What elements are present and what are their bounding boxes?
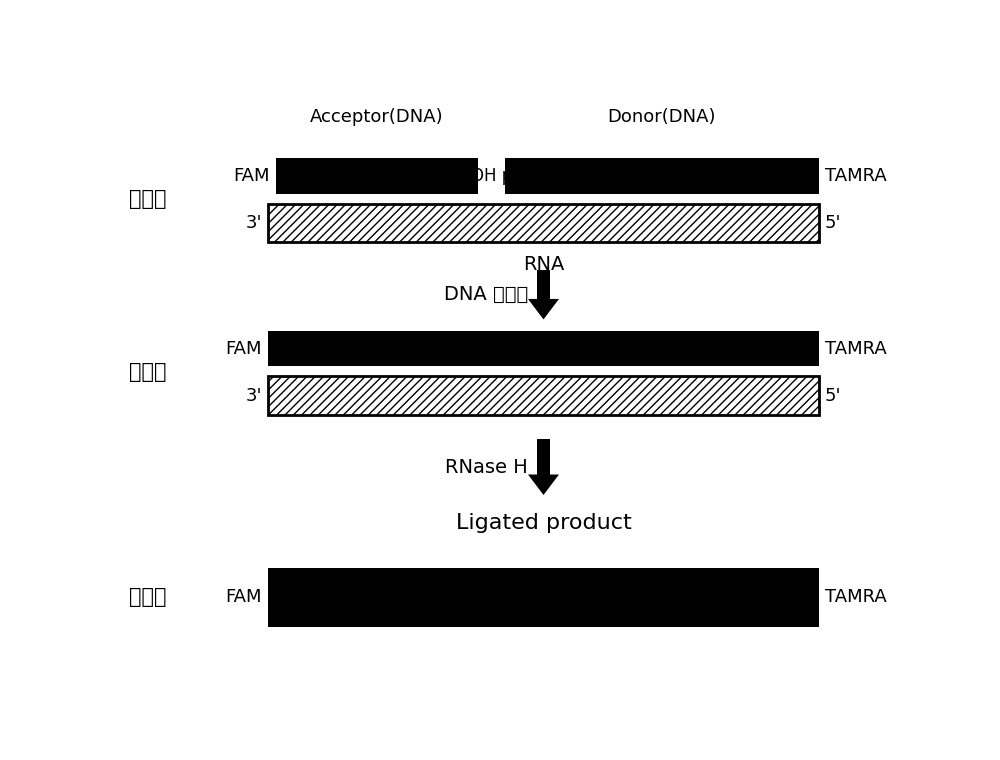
Text: 强荧光: 强荧光: [129, 189, 166, 210]
Text: FAM: FAM: [226, 588, 262, 606]
Text: 5': 5': [825, 214, 841, 232]
Text: 5': 5': [825, 387, 841, 404]
Text: Acceptor(DNA): Acceptor(DNA): [310, 109, 444, 126]
Text: Donor(DNA): Donor(DNA): [607, 109, 716, 126]
Text: TAMRA: TAMRA: [825, 588, 887, 606]
Text: TAMRA: TAMRA: [825, 340, 887, 358]
Text: 3': 3': [246, 387, 262, 404]
Bar: [505, 159, 819, 194]
Text: RNA: RNA: [523, 255, 564, 274]
Text: 弱荧光: 弱荧光: [129, 587, 166, 607]
Bar: [276, 159, 478, 194]
Polygon shape: [528, 299, 559, 319]
Bar: [268, 331, 819, 366]
Text: FAM: FAM: [226, 340, 262, 358]
Bar: [268, 376, 819, 414]
Bar: [268, 204, 819, 242]
Text: DNA 连接酶: DNA 连接酶: [444, 285, 528, 304]
Text: TAMRA: TAMRA: [825, 167, 887, 185]
Text: Ligated product: Ligated product: [456, 513, 631, 533]
Bar: [268, 568, 819, 627]
Bar: [537, 270, 550, 299]
Text: OH p: OH p: [471, 167, 512, 185]
Text: RNase H: RNase H: [445, 458, 528, 477]
Text: FAM: FAM: [233, 167, 270, 185]
Text: 3': 3': [246, 214, 262, 232]
Text: 强荧光: 强荧光: [129, 362, 166, 382]
Polygon shape: [528, 474, 559, 495]
Bar: [537, 439, 550, 474]
